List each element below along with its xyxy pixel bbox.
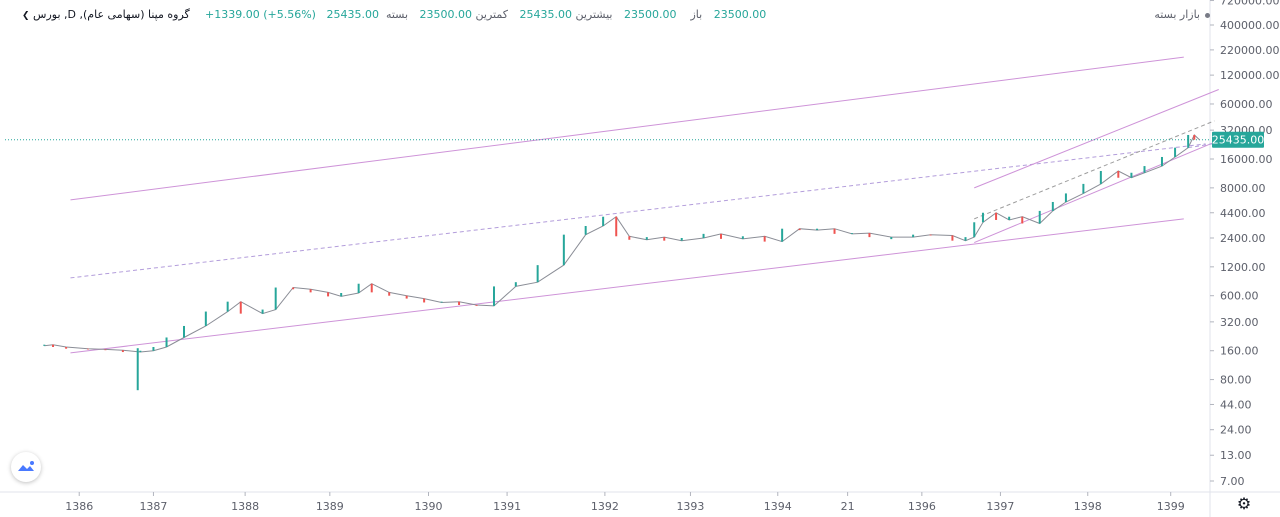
y-tick-label: 16000.00 [1220,153,1273,166]
y-tick-label: 220000.00 [1220,44,1280,57]
last-price-badge [1212,131,1264,148]
x-tick-label: 1399 [1157,500,1185,513]
x-tick-label: 1387 [139,500,167,513]
market-status: بازار بسته [1154,8,1210,21]
trend-line [70,143,1206,279]
gear-icon[interactable]: ⚙ [1236,494,1252,513]
y-tick-label: 160.00 [1220,345,1259,358]
close-value: 25435.00 [326,8,379,21]
symbol-selector[interactable]: گروه مپنا (سهامی عام), D, بورس ❯ [18,8,190,21]
y-tick-label: 44.00 [1220,398,1252,411]
trend-line [70,56,1184,201]
y-tick-label: 600.00 [1220,290,1259,303]
x-tick-label: 1396 [908,500,936,513]
status-dot-icon [1205,12,1210,18]
trend-line [974,120,1215,220]
y-tick-label: 4400.00 [1220,207,1266,220]
trend-line [974,139,1219,244]
ohlc-value-close: 23500.00 [419,8,473,21]
y-tick-label: 120000.00 [1220,69,1280,82]
ohlc-label-high: بیشترین [575,8,613,21]
chart-header: گروه مپنا (سهامی عام), D, بورس ❯ +1339.0… [0,8,1210,26]
market-status-label: بازار بسته [1154,8,1200,21]
x-tick-label: 1386 [65,500,93,513]
x-tick-label: 1390 [414,500,442,513]
trend-line [70,218,1184,354]
y-tick-label: 24.00 [1220,424,1252,437]
y-tick-label: 320.00 [1220,316,1259,329]
ohlc-value-open: 23500.00 [713,8,767,21]
x-tick-label: 21 [841,500,855,513]
x-tick-label: 1388 [231,500,259,513]
y-tick-label: 8000.00 [1220,182,1266,195]
ohlc-label-open: باز [690,8,703,21]
y-tick-label: 1200.00 [1220,261,1266,274]
y-tick-label: 60000.00 [1220,98,1273,111]
chevron-down-icon: ❯ [22,11,30,21]
ohlc-label-close: بسته [385,8,409,21]
last-price-label: 25435.00 [1212,134,1265,147]
x-tick-label: 1397 [986,500,1014,513]
price-series-line [44,134,1200,353]
ohlc-label-low: کمترین [475,8,508,21]
ohlc-legend: +1339.00 (+5.56%) 25435.00 بسته 23500.00… [205,8,766,21]
y-tick-label: 720000.00 [1220,0,1280,8]
x-tick-label: 1392 [591,500,619,513]
y-tick-label: 13.00 [1220,449,1252,462]
symbol-label: گروه مپنا (سهامی عام), D, بورس [33,8,190,21]
ohlc-value-low: 25435.00 [519,8,572,21]
x-tick-label: 1393 [676,500,704,513]
x-tick-label: 1391 [493,500,521,513]
change-value: +1339.00 (+5.56%) [205,8,316,21]
trend-line [974,89,1219,189]
y-tick-label: 7.00 [1220,475,1245,488]
y-tick-label: 80.00 [1220,374,1252,387]
y-tick-label: 400000.00 [1220,19,1280,32]
ohlc-value-high: 23500.00 [624,8,677,21]
y-tick-label: 2400.00 [1220,232,1266,245]
x-tick-label: 1394 [764,500,792,513]
tradingview-logo-icon[interactable] [11,452,41,482]
x-tick-label: 1389 [316,500,344,513]
x-tick-label: 1398 [1074,500,1102,513]
